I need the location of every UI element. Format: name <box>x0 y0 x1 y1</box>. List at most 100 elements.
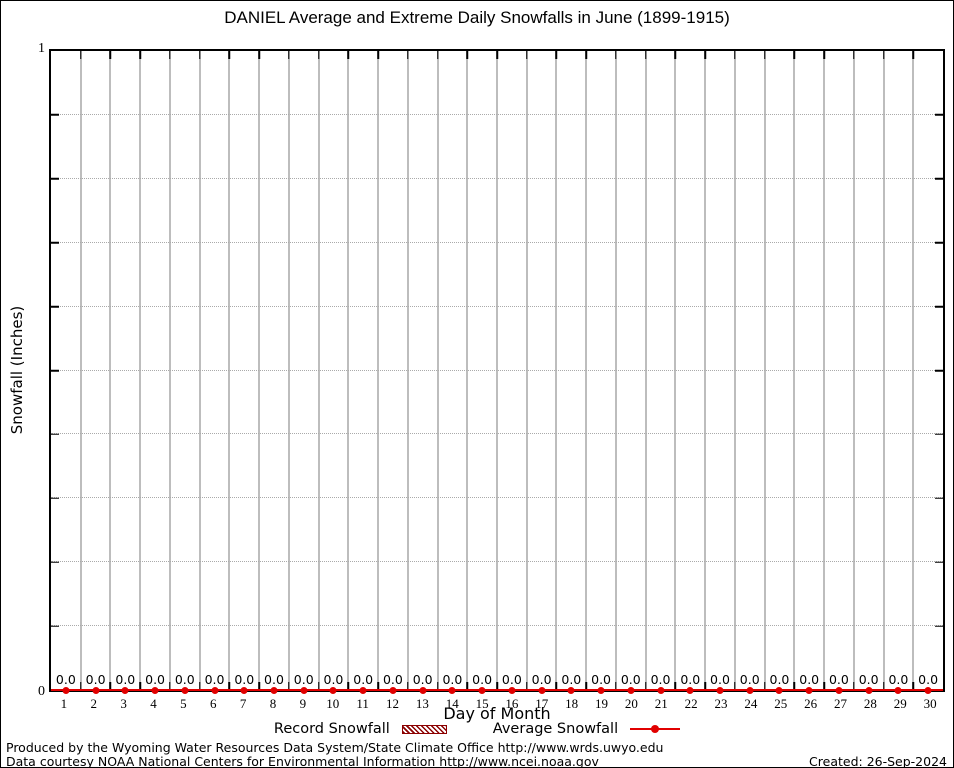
x-tick-mark-top <box>407 51 409 59</box>
day-label: 5 <box>180 696 187 711</box>
x-tick-mark-bottom <box>704 682 706 690</box>
day-label: 30 <box>923 696 937 711</box>
x-tick-mark-bottom <box>674 682 677 690</box>
day-label: 9 <box>299 696 307 711</box>
average-snowfall-marker-icon <box>651 725 660 733</box>
value-label: 0.0 <box>293 672 314 687</box>
value-label: 0.0 <box>680 672 701 687</box>
y-tick-mark-right <box>935 625 943 627</box>
data-point-marker <box>211 687 219 694</box>
value-label: 0.0 <box>799 672 820 687</box>
y-tick-mark-right <box>935 305 943 308</box>
gridline-vertical <box>496 51 498 690</box>
x-tick-mark-bottom <box>853 682 855 690</box>
gridline-vertical <box>852 51 855 690</box>
x-tick-mark-bottom <box>585 682 587 690</box>
day-label: 7 <box>239 696 247 711</box>
day-label: 11 <box>356 696 369 711</box>
y-tick-mark-left <box>51 305 59 308</box>
legend-label-record: Record Snowfall <box>273 721 390 737</box>
value-label: 0.0 <box>739 672 760 687</box>
data-point-marker <box>805 687 813 694</box>
gridline-vertical <box>228 51 231 690</box>
day-label: 27 <box>833 696 847 711</box>
x-tick-mark-top <box>615 51 617 59</box>
gridline-vertical <box>258 51 261 690</box>
x-tick-mark-top <box>139 51 141 59</box>
x-tick-mark-bottom <box>258 682 260 690</box>
gridline-vertical <box>79 51 82 690</box>
day-label: 19 <box>595 696 609 711</box>
data-point-marker <box>775 687 783 694</box>
data-point-marker <box>746 687 754 694</box>
data-point-marker <box>389 687 397 694</box>
data-point-marker <box>716 687 724 694</box>
y-tick-label-min: 0 <box>38 684 45 699</box>
data-point-marker <box>151 687 159 694</box>
gridline-vertical <box>317 51 320 690</box>
data-point-marker <box>478 687 486 694</box>
y-tick-mark-left <box>51 561 59 563</box>
day-label: 8 <box>269 696 277 711</box>
x-tick-mark-bottom <box>644 682 647 690</box>
day-label: 26 <box>804 696 818 711</box>
gridline-horizontal <box>51 241 943 243</box>
x-tick-mark-top <box>585 51 587 59</box>
value-label: 0.0 <box>591 672 612 687</box>
value-label: 0.0 <box>382 672 403 687</box>
x-tick-labels: 1 2 3 4 5 6 7 8 9 10 11 12 13 14 15 16 17 18 19 20 21 22 23 24 2… <box>49 696 945 712</box>
x-tick-mark-top <box>525 51 528 59</box>
day-label: 12 <box>385 696 399 711</box>
value-label: 0.0 <box>828 672 849 687</box>
gridline-horizontal <box>51 433 943 435</box>
value-label: 0.0 <box>85 672 106 687</box>
x-tick-mark-bottom <box>525 682 528 690</box>
data-point-marker <box>419 687 427 694</box>
x-tick-mark-top <box>258 51 260 59</box>
gridline-vertical <box>466 51 469 690</box>
x-tick-mark-bottom <box>228 682 231 690</box>
x-tick-mark-top <box>347 51 350 59</box>
x-tick-mark-top <box>644 51 647 59</box>
x-tick-mark-top <box>555 51 558 59</box>
y-tick-mark-right <box>935 241 943 244</box>
y-tick-mark-left <box>51 241 59 244</box>
gridline-vertical <box>377 51 380 690</box>
day-label: 24 <box>744 696 758 711</box>
gridline-vertical <box>347 51 350 690</box>
x-tick-mark-top <box>704 51 706 59</box>
day-label: 1 <box>60 696 68 711</box>
data-point-marker <box>92 687 100 694</box>
day-label: 20 <box>624 696 638 711</box>
gridline-vertical <box>555 51 558 690</box>
x-tick-mark-bottom <box>555 682 558 690</box>
data-point-marker <box>359 687 367 694</box>
gridline-horizontal <box>51 305 943 307</box>
x-tick-mark-bottom <box>496 682 498 690</box>
x-tick-mark-bottom <box>734 682 736 690</box>
y-tick-mark-right <box>935 561 943 563</box>
value-label: 0.0 <box>442 672 463 687</box>
x-tick-mark-top <box>169 51 171 59</box>
y-tick-mark-right <box>935 114 943 116</box>
y-tick-mark-right <box>935 497 943 500</box>
gridline-vertical <box>614 51 617 690</box>
x-tick-mark-bottom <box>169 682 171 690</box>
x-tick-mark-top <box>109 51 112 59</box>
day-label: 23 <box>714 696 728 711</box>
x-tick-mark-bottom <box>198 682 201 690</box>
gridline-vertical <box>763 51 766 690</box>
gridline-horizontal <box>51 561 943 563</box>
data-point-marker <box>121 687 129 694</box>
x-tick-mark-top <box>436 51 439 59</box>
y-tick-mark-left <box>51 625 59 627</box>
x-tick-mark-bottom <box>288 682 290 690</box>
data-point-marker <box>181 687 189 694</box>
x-tick-mark-bottom <box>763 682 766 690</box>
x-tick-mark-top <box>228 51 231 59</box>
gridline-vertical <box>733 51 736 690</box>
footer-created-date: Created: 26-Sep-2024 <box>809 754 947 768</box>
gridline-vertical <box>912 51 915 690</box>
footer-produced-by: Produced by the Wyoming Water Resources … <box>6 740 664 755</box>
